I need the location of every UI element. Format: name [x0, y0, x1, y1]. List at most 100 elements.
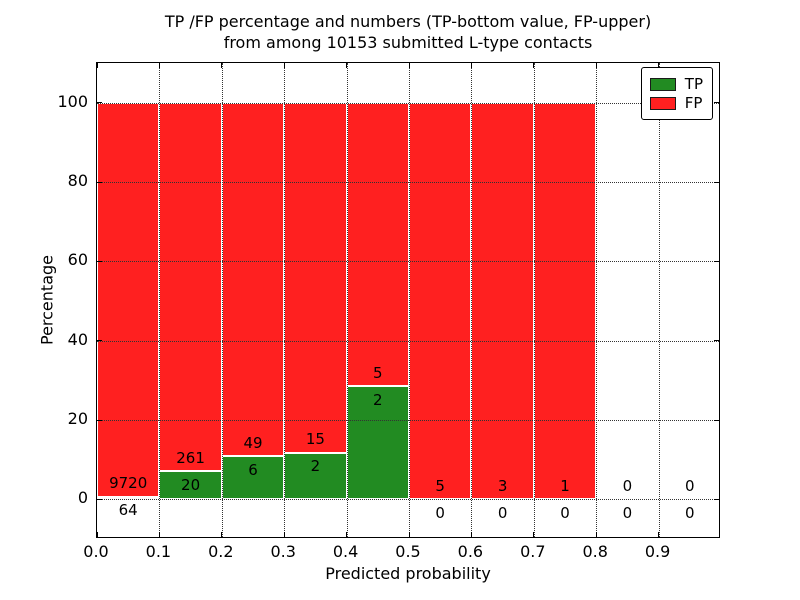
chart-title-line-2: from among 10153 submitted L-type contac… [223, 33, 593, 52]
h-gridline [97, 499, 719, 501]
fp-count-label: 0 [685, 476, 695, 495]
h-gridline [97, 420, 719, 421]
fp-count-label: 49 [243, 433, 263, 452]
axis-tick [714, 340, 719, 342]
fp-legend-swatch [649, 96, 676, 110]
fp-count-label: 9720 [109, 474, 148, 493]
tp-bar-segment [159, 471, 222, 500]
axis-tick [97, 102, 102, 104]
x-tick-label: 0.5 [395, 542, 421, 561]
legend-item-fp: FP [649, 94, 703, 112]
h-gridline [97, 261, 719, 263]
axis-tick [283, 63, 285, 68]
v-gridline [221, 63, 223, 537]
chart-title: TP /FP percentage and numbers (TP-bottom… [96, 11, 720, 53]
x-tick-label: 0.0 [83, 542, 109, 561]
fp-bar-segment [159, 102, 222, 472]
v-gridline [346, 63, 348, 537]
y-tick-label: 100 [57, 91, 88, 111]
tp-count-label: 6 [248, 460, 258, 479]
tp-count-label: 2 [310, 457, 321, 476]
v-gridline [159, 63, 161, 537]
axis-tick [158, 63, 160, 68]
tp-count-label: 0 [497, 503, 508, 522]
v-gridline [284, 63, 286, 537]
axis-tick [658, 63, 660, 68]
legend-item-tp: TP [649, 75, 703, 93]
chart-title-line-1: TP /FP percentage and numbers (TP-bottom… [164, 12, 652, 31]
fp-count-label: 261 [176, 448, 205, 467]
fp-bar-segment [97, 102, 160, 497]
fp-count-label: 0 [622, 476, 633, 495]
fp-bar-segment [284, 102, 347, 453]
tp-legend-swatch [649, 77, 676, 91]
axis-tick [658, 532, 660, 537]
fp-count-label: 3 [497, 476, 508, 495]
fp-bar-segment [533, 102, 597, 500]
fp-bar-segment [409, 102, 472, 500]
x-tick-label: 0.1 [145, 542, 172, 561]
tp-bar-segment [284, 452, 347, 500]
y-tick-label: 0 [77, 488, 88, 508]
axis-tick [714, 498, 719, 500]
tp-count-label: 0 [560, 503, 570, 522]
fp-count-label: 5 [373, 363, 383, 382]
y-tick-label: 20 [67, 409, 88, 428]
v-gridline [596, 63, 598, 537]
h-gridline [97, 102, 719, 104]
x-tick-label: 0.2 [208, 542, 234, 561]
tp-count-label: 64 [118, 501, 138, 520]
fp-count-label: 1 [560, 476, 570, 495]
axis-tick [96, 532, 98, 537]
tp-count-label: 0 [622, 503, 633, 522]
axis-tick [714, 260, 719, 262]
fp-legend-label: FP [684, 94, 703, 112]
axis-tick [97, 181, 102, 183]
v-gridline [471, 63, 473, 537]
axis-tick [96, 63, 98, 68]
tp-bar-segment [346, 386, 409, 500]
axis-tick [283, 532, 285, 537]
axis-tick [97, 260, 102, 262]
axis-tick [97, 498, 102, 500]
v-gridline [409, 63, 410, 537]
tp-count-label: 0 [685, 503, 695, 522]
axis-tick [346, 63, 348, 68]
h-gridline [97, 340, 719, 342]
fp-bar-segment [346, 102, 409, 386]
fp-count-label: 15 [305, 430, 325, 449]
tp-legend-label: TP [684, 75, 703, 93]
axis-tick [221, 532, 223, 537]
x-tick-label: 0.4 [332, 542, 359, 561]
h-gridline [97, 182, 719, 183]
axis-tick [97, 419, 102, 421]
x-tick-label: 0.7 [520, 542, 546, 561]
axis-tick [714, 102, 719, 104]
axis-tick [97, 340, 102, 342]
x-tick-label: 0.8 [582, 542, 608, 561]
plot-area: TP FP 9720 64 261 20 49 6 15 2 5 2 5 0 3 0 1 0 0 0 0 0 [96, 62, 720, 538]
axis-tick [221, 63, 223, 68]
axis-tick [470, 63, 472, 68]
axis-tick [714, 181, 719, 183]
tp-count-label: 20 [181, 475, 201, 494]
axis-tick [408, 532, 410, 537]
axis-tick [595, 532, 597, 537]
x-tick-label: 0.9 [644, 542, 671, 561]
fp-count-label: 5 [435, 476, 445, 495]
x-tick-label: 0.6 [457, 542, 484, 561]
tp-bar-segment [97, 496, 160, 500]
fp-bar-segment [221, 102, 285, 457]
y-tick-label: 60 [67, 250, 88, 270]
y-tick-label: 40 [67, 329, 88, 349]
axis-tick [470, 532, 472, 537]
x-tick-label: 0.3 [270, 542, 296, 561]
tp-count-label: 0 [435, 503, 445, 522]
v-gridline [533, 63, 535, 537]
fp-bar-segment [471, 102, 534, 500]
y-tick-label: 80 [67, 171, 88, 190]
axis-tick [346, 532, 348, 537]
legend-box: TP FP [640, 67, 713, 120]
axis-tick [408, 63, 410, 68]
